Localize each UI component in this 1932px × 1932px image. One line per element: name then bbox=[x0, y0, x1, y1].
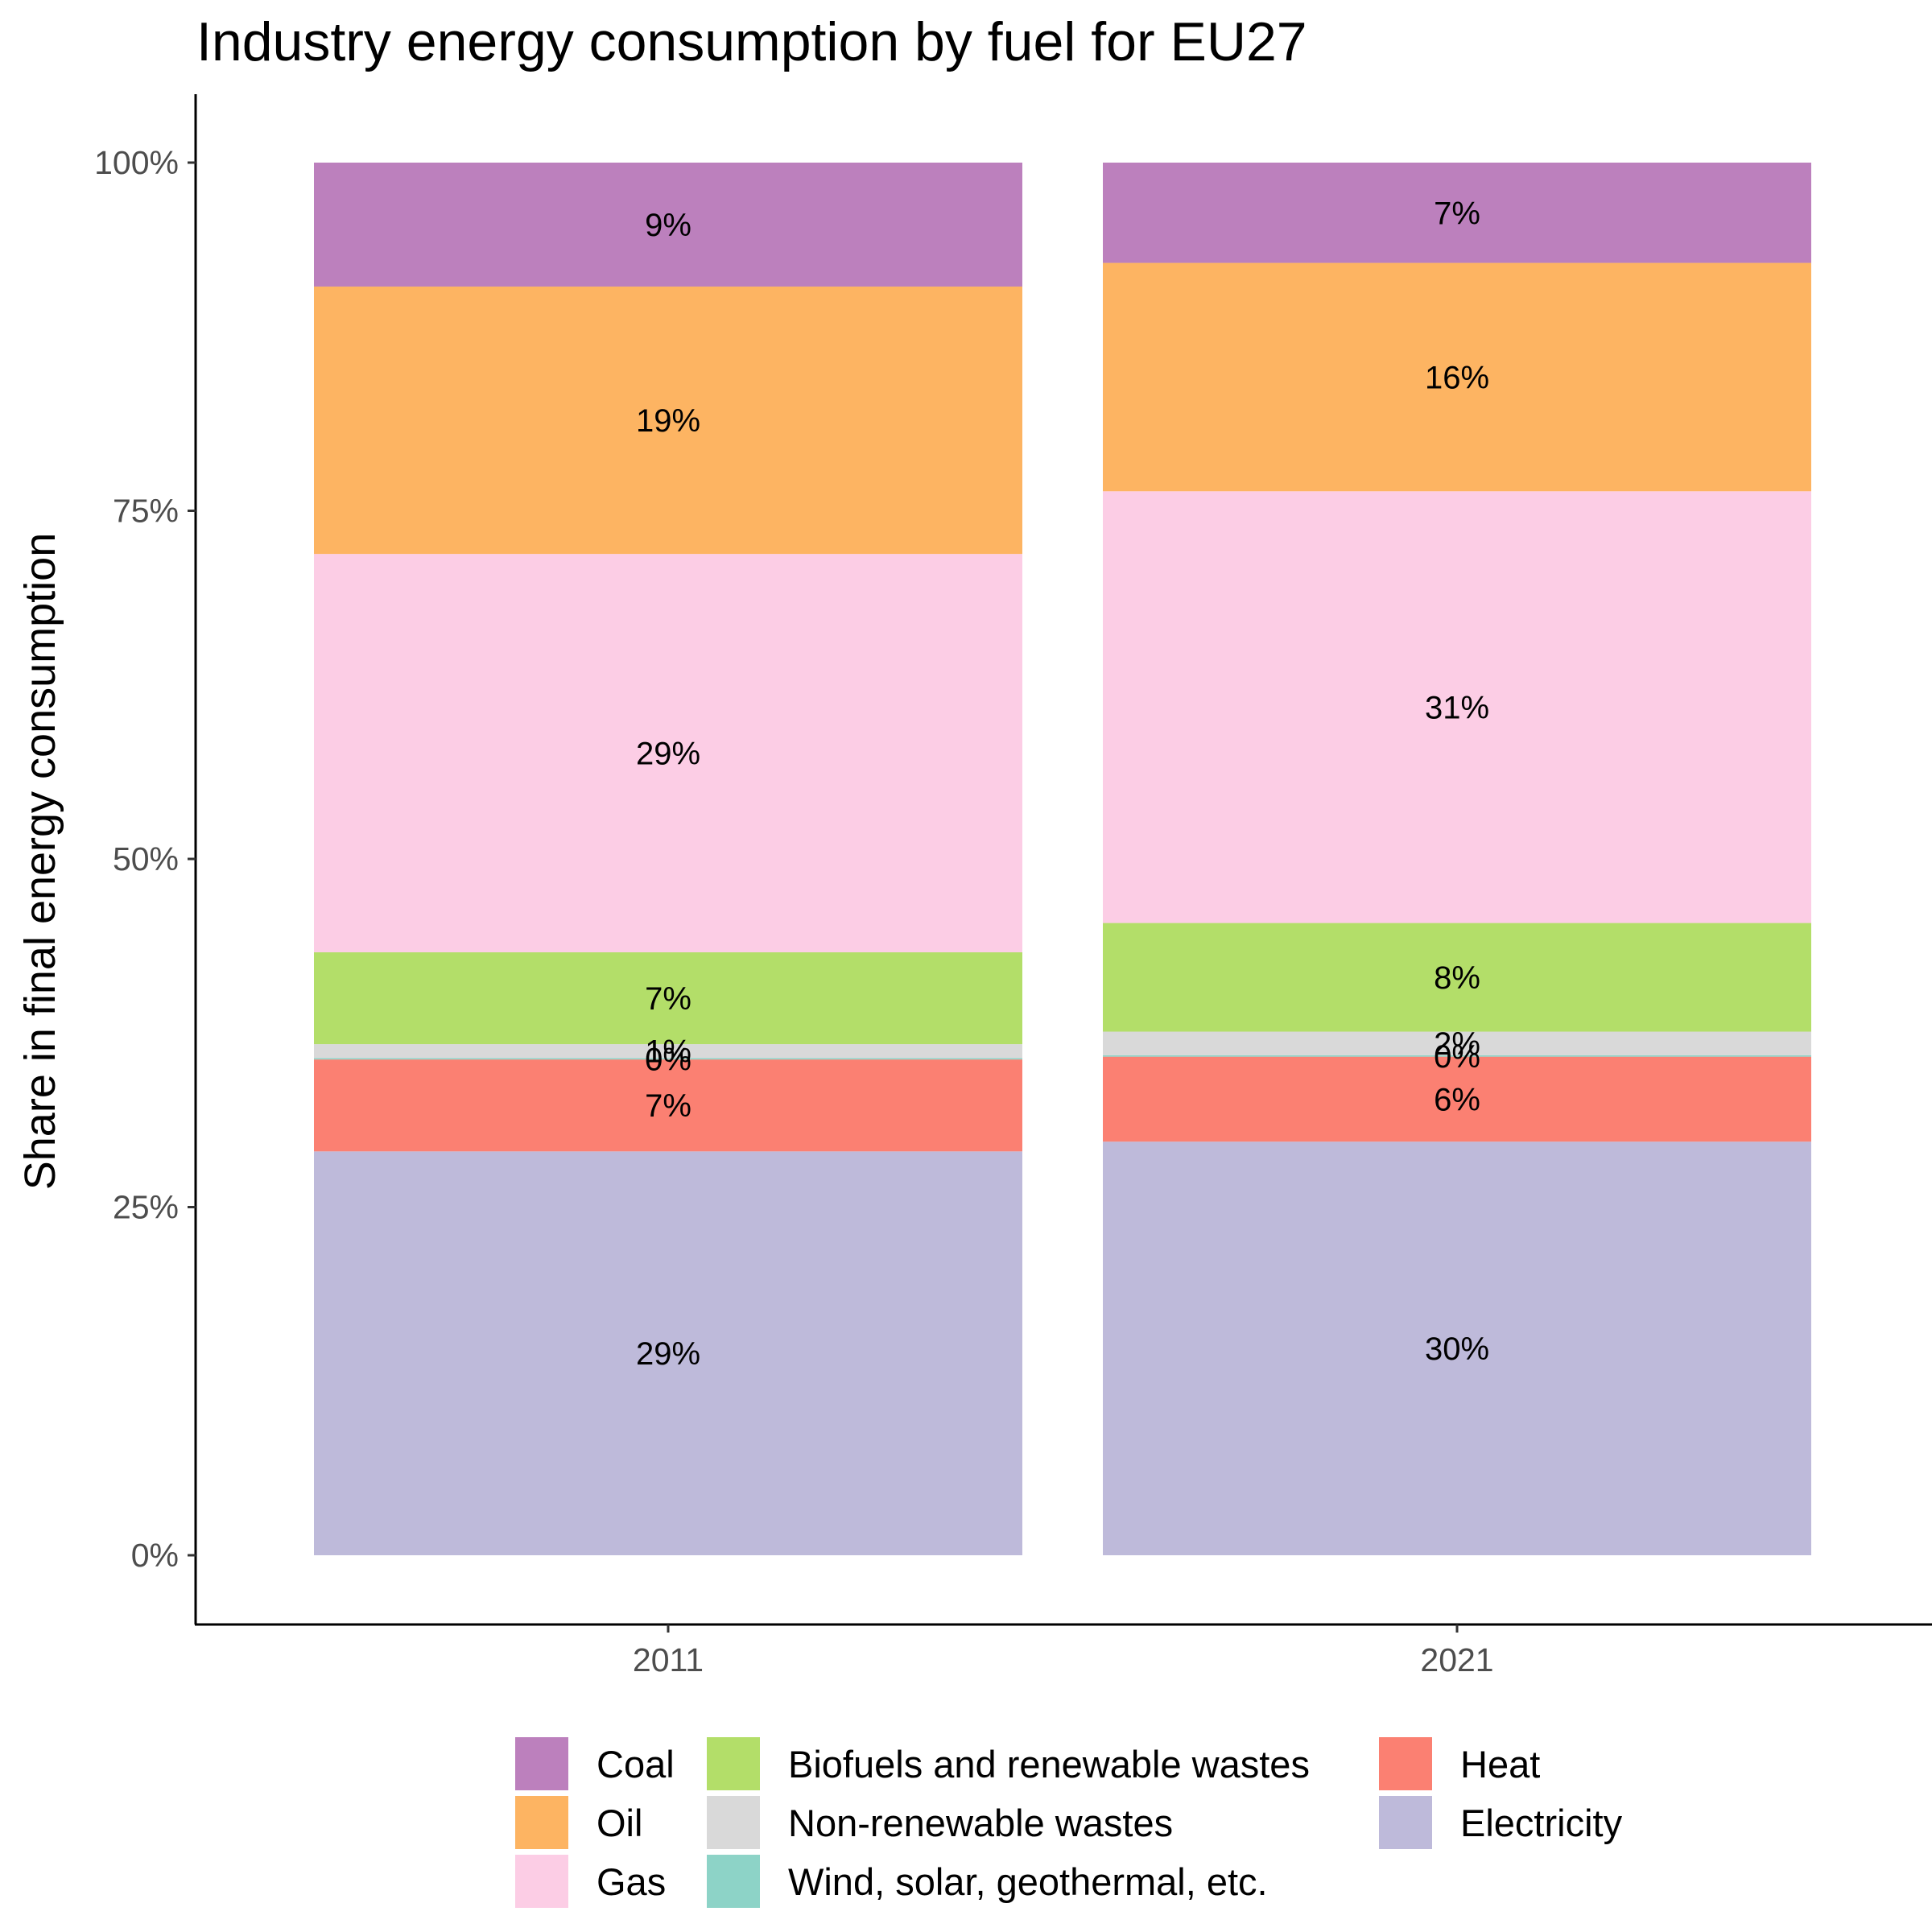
y-tick-label: 0% bbox=[131, 1537, 179, 1574]
data-label-gas-2011: 29% bbox=[636, 737, 700, 772]
data-label-oil-2021: 16% bbox=[1425, 360, 1489, 395]
legend-key-wind-solar-geothermal-etc bbox=[707, 1855, 760, 1908]
bar-electricity-2011 bbox=[314, 1151, 1022, 1555]
bar-gas-2011 bbox=[314, 554, 1022, 952]
bar-heat-2011 bbox=[314, 1059, 1022, 1152]
bar-wind-solar-geothermal-etc-2011 bbox=[314, 1058, 1022, 1060]
legend-label-wind-solar-geothermal-etc: Wind, solar, geothermal, etc. bbox=[788, 1860, 1268, 1903]
data-label-biofuels-and-renewable-wastes-2021: 8% bbox=[1434, 960, 1480, 996]
legend-key-non-renewable-wastes bbox=[707, 1796, 760, 1849]
bar-non-renewable-wastes-2011 bbox=[314, 1044, 1022, 1059]
bar-gas-2021 bbox=[1103, 491, 1811, 923]
bar-wind-solar-geothermal-etc-2021 bbox=[1103, 1055, 1811, 1057]
bar-oil-2021 bbox=[1103, 262, 1811, 492]
data-label-electricity-2021: 30% bbox=[1425, 1331, 1489, 1367]
legend-key-electricity bbox=[1379, 1796, 1432, 1849]
x-tick-label: 2011 bbox=[633, 1641, 704, 1678]
bar-non-renewable-wastes-2021 bbox=[1103, 1031, 1811, 1055]
legend-key-heat bbox=[1379, 1737, 1432, 1790]
x-ticks-layer: 2011 2021 bbox=[633, 1624, 1494, 1678]
legend-key-coal bbox=[515, 1737, 568, 1790]
y-tick-label: 75% bbox=[113, 493, 179, 530]
y-tick-label: 50% bbox=[113, 840, 179, 877]
y-tick-label: 25% bbox=[113, 1189, 179, 1226]
legend: Coal Oil Gas Biofuels and renewable wastes N… bbox=[515, 1737, 1623, 1908]
legend-label-non-renewable-wastes: Non-renewable wastes bbox=[788, 1802, 1173, 1844]
data-label-oil-2011: 19% bbox=[636, 403, 700, 439]
data-label-coal-2021: 7% bbox=[1434, 196, 1480, 231]
data-label-heat-2011: 7% bbox=[645, 1088, 691, 1124]
legend-key-gas bbox=[515, 1855, 568, 1908]
legend-label-gas: Gas bbox=[597, 1860, 666, 1903]
x-tick-label: 2021 bbox=[1420, 1641, 1493, 1678]
legend-label-heat: Heat bbox=[1460, 1743, 1540, 1785]
bar-electricity-2021 bbox=[1103, 1141, 1811, 1555]
bar-heat-2021 bbox=[1103, 1056, 1811, 1142]
bars-layer bbox=[314, 163, 1811, 1555]
data-label-non-renewable-wastes-2011: 1% bbox=[645, 1034, 691, 1070]
data-label-heat-2021: 6% bbox=[1434, 1082, 1480, 1117]
legend-key-biofuels-and-renewable-wastes bbox=[707, 1737, 760, 1790]
y-tick-label: 100% bbox=[94, 144, 179, 181]
bar-coal-2011 bbox=[314, 163, 1022, 287]
legend-label-electricity: Electricity bbox=[1460, 1802, 1623, 1844]
legend-key-oil bbox=[515, 1796, 568, 1849]
data-label-non-renewable-wastes-2021: 2% bbox=[1434, 1026, 1480, 1062]
bar-biofuels-and-renewable-wastes-2021 bbox=[1103, 923, 1811, 1032]
chart-title: Industry energy consumption by fuel for … bbox=[196, 11, 1307, 72]
segment-labels-layer: 29%7%0%1%7%29%19%9%30%6%0%2%8%31%16%7% bbox=[636, 196, 1489, 1372]
data-label-electricity-2011: 29% bbox=[636, 1336, 700, 1372]
data-label-wind-solar-geothermal-etc-2021: 0% bbox=[1434, 1039, 1480, 1075]
y-axis-title: Share in final energy consumption bbox=[16, 533, 64, 1191]
data-label-biofuels-and-renewable-wastes-2011: 7% bbox=[645, 981, 691, 1017]
legend-label-oil: Oil bbox=[597, 1802, 642, 1844]
data-label-wind-solar-geothermal-etc-2011: 0% bbox=[645, 1042, 691, 1077]
data-label-coal-2011: 9% bbox=[645, 208, 691, 243]
bar-oil-2011 bbox=[314, 286, 1022, 555]
legend-label-coal: Coal bbox=[597, 1743, 675, 1785]
bar-biofuels-and-renewable-wastes-2011 bbox=[314, 952, 1022, 1045]
y-ticks-layer: 0% 25% 50% 75% 100% bbox=[94, 144, 196, 1574]
bar-coal-2021 bbox=[1103, 163, 1811, 263]
legend-label-biofuels-and-renewable-wastes: Biofuels and renewable wastes bbox=[788, 1743, 1310, 1785]
data-label-gas-2021: 31% bbox=[1425, 690, 1489, 725]
